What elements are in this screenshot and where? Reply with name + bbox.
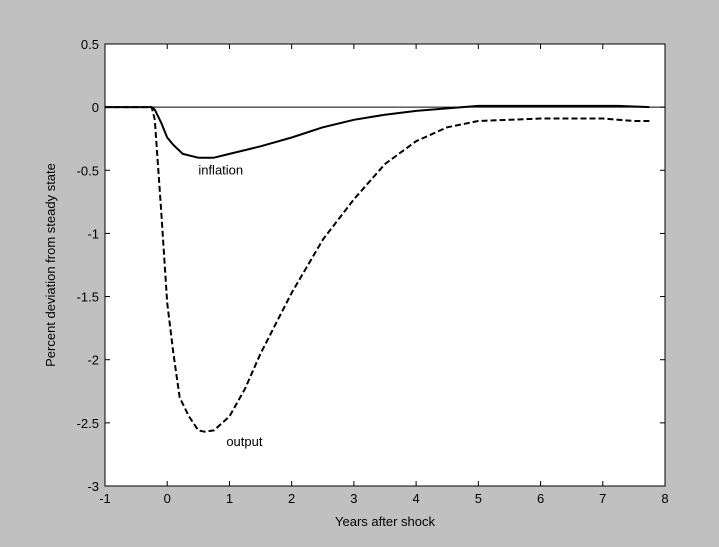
x-tick-label: 8: [661, 491, 668, 506]
x-axis-label: Years after shock: [335, 514, 435, 529]
series-labels: inflation output: [198, 162, 263, 449]
y-tick-label: 0.5: [81, 37, 99, 52]
x-tick-label: -1: [99, 491, 111, 506]
y-tick-label: 0: [92, 100, 99, 115]
x-tick-label: 7: [599, 491, 606, 506]
y-tick-label: -3: [87, 479, 99, 494]
x-tick-label: 1: [226, 491, 233, 506]
series-layer: [105, 104, 650, 433]
x-tick-label: 3: [350, 491, 357, 506]
x-tick-label: 5: [475, 491, 482, 506]
y-tick-label: -1.5: [77, 290, 99, 305]
x-tick-label: 2: [288, 491, 295, 506]
x-tick-label: 6: [537, 491, 544, 506]
x-tick-label: 0: [164, 491, 171, 506]
y-tick-label: -2: [87, 353, 99, 368]
series-line-output: [105, 106, 650, 433]
y-tick-label: -2.5: [77, 416, 99, 431]
y-tick-label: -1: [87, 226, 99, 241]
x-tick-label: 4: [412, 491, 419, 506]
y-axis-label: Percent deviation from steady state: [43, 163, 58, 367]
axis-ticks: -1 0 1 2 3 4 5 6 7 8 0.5 0 -0.5 -1 -1.5 -2 -2.5 -3: [77, 37, 669, 506]
series-line-inflation: [105, 104, 650, 159]
series-label-output: output: [226, 434, 263, 449]
plot-area: [104, 43, 666, 487]
series-label-inflation: inflation: [198, 162, 243, 177]
y-tick-label: -0.5: [77, 163, 99, 178]
